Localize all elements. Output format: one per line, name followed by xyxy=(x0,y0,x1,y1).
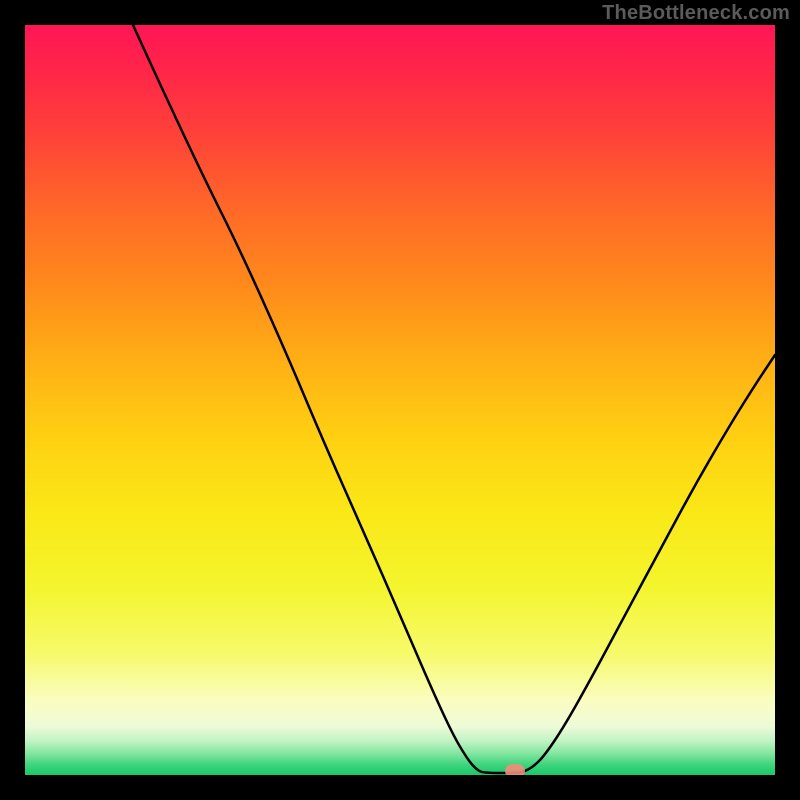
bottleneck-chart xyxy=(25,25,775,775)
gradient-background xyxy=(25,25,775,775)
optimal-marker xyxy=(505,764,525,775)
chart-svg xyxy=(25,25,775,775)
attribution-text: TheBottleneck.com xyxy=(602,2,790,25)
outer-frame: TheBottleneck.com xyxy=(0,0,800,800)
